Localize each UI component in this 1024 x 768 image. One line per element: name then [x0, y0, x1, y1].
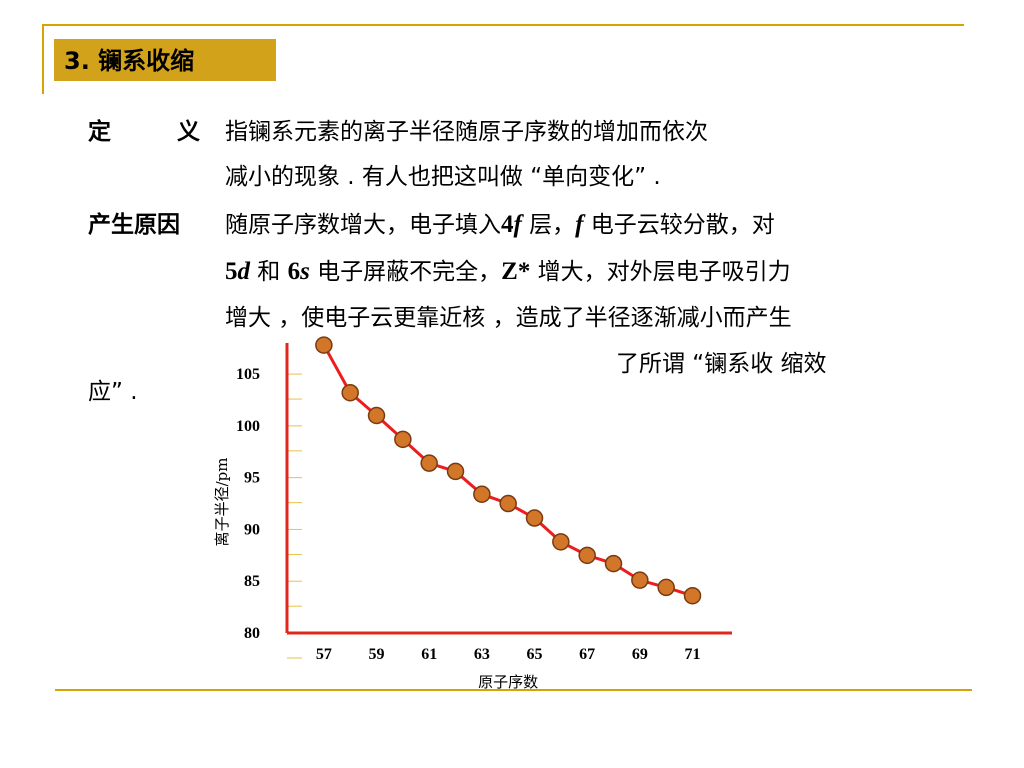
data-point — [683, 586, 702, 605]
x-tick-label: 69 — [632, 646, 648, 663]
cause-text: 电子屏蔽不完全， — [309, 259, 502, 285]
slide-title: 3. 镧系收缩 — [53, 38, 277, 82]
x-tick-label: 71 — [685, 646, 701, 663]
cause-text: 电子云较分散，对 — [583, 212, 775, 238]
data-point — [499, 494, 517, 513]
term-definition: 定 义 — [88, 112, 200, 146]
y-tick-label: 85 — [244, 573, 260, 590]
y-tick-label: 95 — [244, 470, 260, 487]
cause-line-4: 了所谓 “镧系收 缩效 — [616, 351, 827, 377]
cause-line-3: 增大 ，使电子云更靠近核 ，造成了半径逐渐减小而产生 — [225, 305, 792, 331]
data-point — [473, 485, 491, 503]
y-tick-label: 105 — [236, 366, 260, 383]
cause-line-1: 随原子序数增大，电子填入4f 层，f 电子云较分散，对 — [225, 205, 775, 239]
x-tick-label: 57 — [316, 646, 332, 663]
ionic-radius-chart: 105 100 95 90 85 80 57 59 61 63 65 67 69 71 原子序数 离子半径/p… — [213, 336, 732, 691]
cause-num: 4 — [501, 211, 514, 238]
cause-orbital: s — [300, 258, 310, 285]
data-point — [367, 406, 386, 425]
cause-orbital: f — [575, 211, 584, 238]
left-rule — [42, 24, 44, 94]
cause-num: 5 — [225, 258, 238, 285]
x-tick-label: 61 — [421, 646, 437, 663]
data-point — [552, 533, 570, 551]
cause-text: 随原子序数增大，电子填入 — [225, 212, 501, 238]
data-point — [657, 578, 675, 597]
data-point — [631, 571, 649, 589]
data-point — [578, 546, 596, 565]
term-definition-left: 定 — [88, 119, 111, 145]
top-rule — [42, 24, 964, 26]
cause-num: 6 — [287, 258, 301, 285]
term-definition-right: 义 — [177, 119, 200, 145]
data-point — [394, 430, 412, 449]
data-point — [315, 336, 333, 354]
y-axis-label: 离子半径/pm — [213, 458, 231, 547]
data-point — [446, 462, 465, 481]
cause-text: 增大，对外层电子吸引力 — [530, 259, 791, 285]
x-tick-label: 63 — [474, 646, 490, 663]
data-point — [420, 454, 438, 472]
series-line — [322, 344, 693, 598]
x-tick-label: 59 — [369, 646, 385, 663]
definition-line-1: 指镧系元素的离子半径随原子序数的增加而依次 — [225, 119, 708, 145]
data-point — [525, 509, 544, 527]
x-axis-label: 原子序数 — [478, 673, 538, 691]
cause-zeff: Z* — [501, 258, 531, 285]
data-point — [604, 554, 623, 573]
x-tick-label: 65 — [527, 646, 543, 663]
cause-orbital: f — [513, 211, 522, 238]
y-tick-label: 80 — [244, 625, 260, 642]
cause-orbital: d — [237, 258, 251, 285]
y-tick-label: 100 — [236, 418, 260, 435]
bottom-rule — [55, 689, 972, 691]
y-tick-label: 90 — [244, 521, 260, 538]
term-cause: 产生原因 — [88, 212, 180, 238]
cause-text: 和 — [250, 259, 288, 285]
definition-line-2: 减小的现象 . 有人也把这叫做 “单向变化” . — [225, 164, 661, 190]
cause-text: 层， — [521, 212, 576, 238]
data-point — [341, 383, 359, 402]
cause-line-2: 5d 和 6s 电子屏蔽不完全，Z* 增大，对外层电子吸引力 — [225, 252, 791, 286]
x-tick-label: 67 — [579, 646, 595, 663]
cause-line-5: 应” . — [88, 379, 138, 405]
